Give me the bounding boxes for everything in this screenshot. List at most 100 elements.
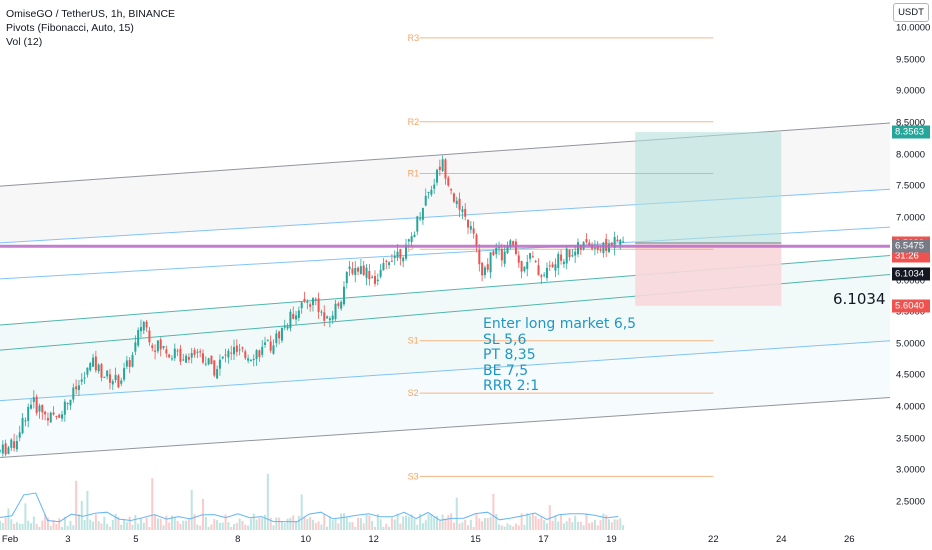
candle-body (402, 257, 405, 262)
volume-bar (537, 518, 540, 530)
pivot-label-r1: R1 (408, 169, 420, 179)
candle-body (467, 219, 470, 228)
legend-pivots[interactable]: Pivots (Fibonacci, Auto, 15) (6, 22, 134, 34)
volume-bar (196, 524, 199, 530)
volume-bar (309, 517, 312, 530)
x-tick-label: 24 (776, 534, 787, 545)
legend-symbol[interactable]: OmiseGO / TetherUS, 1h, BINANCE (6, 8, 176, 20)
volume-bar (560, 514, 563, 530)
candle-body (32, 397, 35, 403)
volume-bar (13, 523, 16, 530)
volume-bar (591, 522, 594, 530)
time-axis[interactable] (0, 530, 932, 550)
volume-bar (72, 525, 75, 530)
candle-body (373, 275, 376, 284)
volume-bar (10, 519, 13, 530)
legend-volume[interactable]: Vol (12) (6, 36, 43, 48)
candle-body (165, 349, 168, 354)
candle-body (390, 260, 393, 262)
volume-bar (554, 515, 557, 530)
candle-body (588, 242, 591, 246)
x-tick-label: 22 (708, 534, 719, 545)
volume-bar (41, 520, 44, 530)
volume-bar (125, 522, 128, 530)
volume-bar (187, 519, 190, 530)
volume-bar (495, 514, 498, 530)
candle-body (10, 439, 13, 448)
volume-bar (365, 514, 368, 530)
candle-body (156, 340, 159, 352)
candle-body (520, 261, 523, 272)
volume-bar (467, 525, 470, 530)
channel-band-lower (0, 340, 890, 458)
volume-bar (63, 516, 66, 530)
candle-body (534, 261, 537, 263)
volume-bar (472, 526, 475, 530)
candle-body (506, 245, 509, 254)
volume-bar (622, 525, 625, 530)
candle-body (331, 315, 334, 320)
candle-body (441, 159, 444, 172)
candle-body (213, 360, 216, 376)
volume-bar (348, 522, 351, 530)
x-tick-label: Feb (1, 534, 19, 545)
volume-bar (137, 523, 140, 530)
candle-body (517, 255, 520, 263)
volume-bar (464, 519, 467, 530)
volume-bar (230, 526, 233, 530)
candle-body (41, 404, 44, 413)
volume-bar (342, 513, 345, 530)
trade-note[interactable]: Enter long market 6,5 SL 5,6 PT 8,35 BE … (483, 316, 636, 395)
volume-bar (509, 524, 512, 530)
volume-bar (280, 520, 283, 530)
candle-body (125, 360, 128, 367)
volume-bar (128, 516, 131, 530)
candle-body (523, 266, 526, 272)
note-line: PT 8,35 (483, 347, 536, 363)
volume-bar (526, 513, 529, 530)
candle-body (531, 256, 534, 258)
candle-body (568, 249, 571, 258)
candle-body (452, 193, 455, 202)
candle-body (469, 226, 472, 230)
candle-body (0, 450, 1, 452)
candle-body (379, 269, 382, 277)
volume-bar (292, 515, 295, 530)
candle-body (15, 440, 18, 450)
volume-bar (413, 518, 416, 530)
candle-body (261, 346, 264, 355)
candle-body (585, 239, 588, 243)
volume-bar (351, 522, 354, 530)
candle-body (264, 342, 267, 345)
candle-body (574, 251, 577, 256)
candle-body (562, 261, 565, 265)
volume-bar (21, 523, 24, 530)
currency-selector[interactable]: USDT (893, 3, 929, 22)
volume-bar (55, 523, 58, 530)
chart-pane[interactable]: R3 R2 R1 P S1 S2 S3 (0, 0, 890, 530)
pivot-label-s3: S3 (408, 471, 419, 481)
candle-body (227, 350, 230, 358)
volume-bar (531, 513, 534, 530)
volume-bar (94, 514, 97, 530)
volume-bar (204, 516, 207, 530)
candle-body (537, 265, 540, 276)
candle-body (196, 351, 199, 353)
candle-body (599, 249, 602, 251)
candle-body (303, 298, 306, 302)
volume-bar (190, 489, 193, 530)
note-line: RRR 2:1 (483, 378, 540, 394)
volume-bar (300, 494, 303, 530)
candle-body (230, 352, 233, 354)
candle-body (419, 218, 422, 220)
volume-bar (278, 517, 281, 530)
volume-bar (46, 517, 49, 530)
volume-bar (602, 513, 605, 530)
candle-body (376, 279, 379, 282)
volume-bar (258, 517, 261, 530)
candle-body (388, 262, 391, 266)
volume-bar (475, 514, 478, 530)
volume-bar (182, 520, 185, 530)
candle-body (182, 359, 185, 361)
candle-body (554, 264, 557, 271)
